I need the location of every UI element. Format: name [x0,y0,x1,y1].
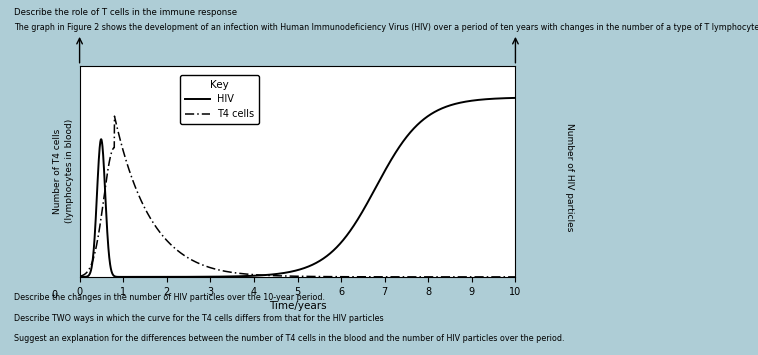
Text: Number of HIV particles: Number of HIV particles [565,123,574,232]
Text: The graph in Figure 2 shows the development of an infection with Human Immunodef: The graph in Figure 2 shows the developm… [14,23,758,32]
X-axis label: Time/years: Time/years [268,301,327,311]
Text: Describe the changes in the number of HIV particles over the 10-year period.: Describe the changes in the number of HI… [14,293,324,302]
Y-axis label: Number of T4 cells
(lymphocytes in blood): Number of T4 cells (lymphocytes in blood… [53,119,74,223]
Text: Describe TWO ways in which the curve for the T4 cells differs from that for the : Describe TWO ways in which the curve for… [14,314,384,323]
Legend: HIV, T4 cells: HIV, T4 cells [180,75,259,124]
Text: Suggest an explanation for the differences between the number of T4 cells in the: Suggest an explanation for the differenc… [14,334,564,343]
Text: 0: 0 [52,290,58,300]
Text: Describe the role of T cells in the immune response: Describe the role of T cells in the immu… [14,8,236,17]
